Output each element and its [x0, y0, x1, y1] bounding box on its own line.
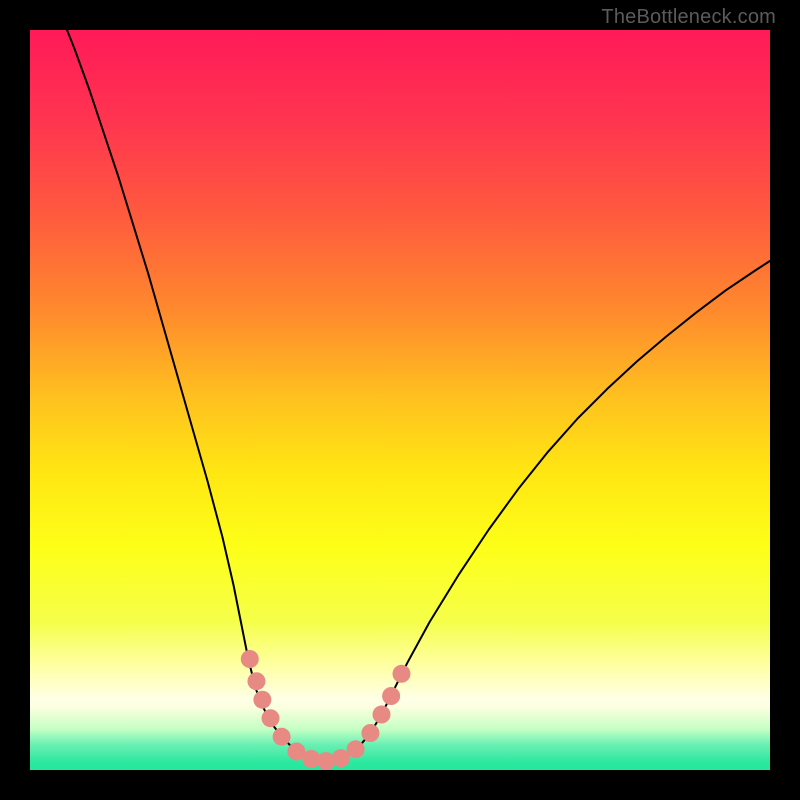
data-marker — [253, 691, 271, 709]
data-marker — [373, 706, 391, 724]
data-marker — [262, 709, 280, 727]
watermark-text: TheBottleneck.com — [601, 6, 776, 29]
plot-area — [30, 30, 770, 770]
data-marker — [247, 672, 265, 690]
chart-svg — [30, 30, 770, 770]
data-marker — [361, 724, 379, 742]
data-marker — [273, 728, 291, 746]
gradient-background — [30, 30, 770, 770]
data-marker — [382, 687, 400, 705]
data-marker — [347, 740, 365, 758]
data-marker — [241, 650, 259, 668]
data-marker — [392, 665, 410, 683]
bottleneck-chart: TheBottleneck.com — [0, 0, 800, 800]
